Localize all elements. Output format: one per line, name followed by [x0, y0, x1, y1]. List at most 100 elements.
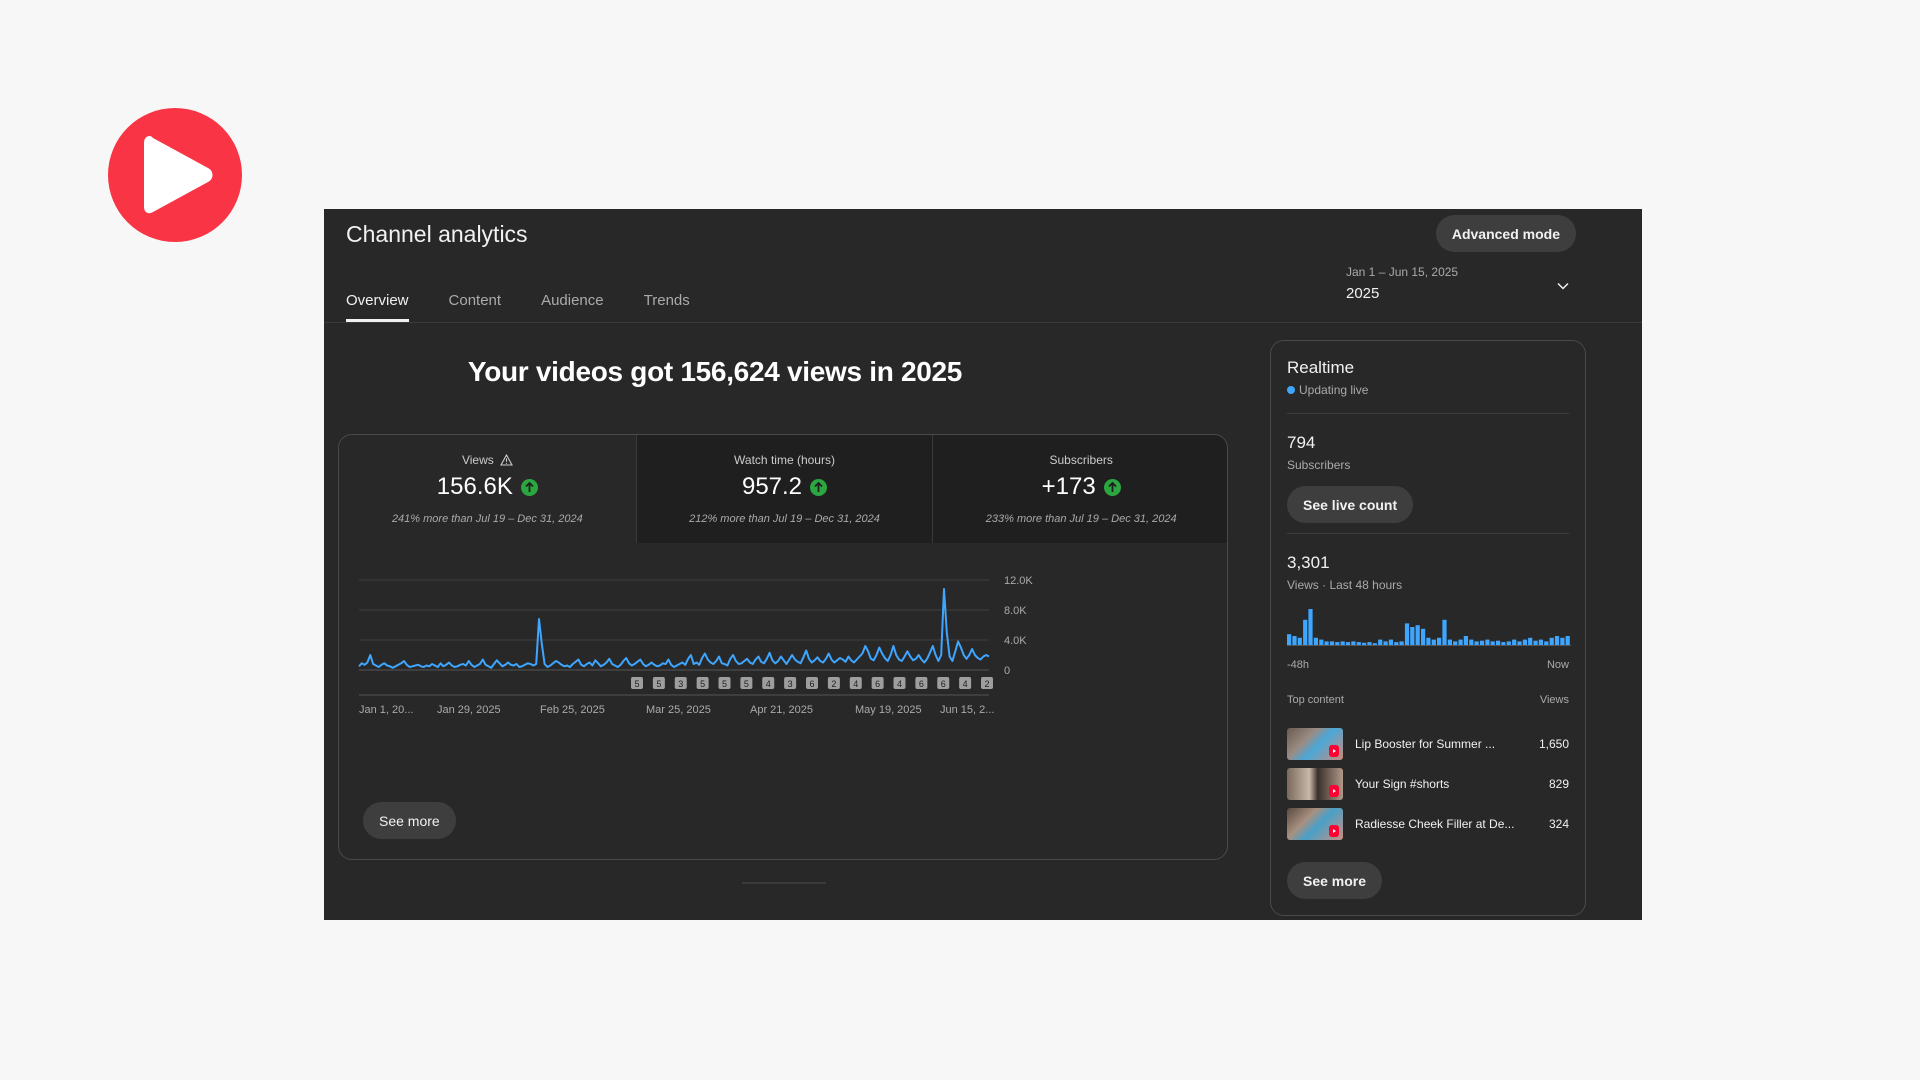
- realtime-bar: [1292, 636, 1297, 645]
- realtime-bar: [1324, 641, 1329, 645]
- realtime-bar: [1437, 637, 1442, 645]
- video-thumbnail: [1287, 728, 1343, 760]
- video-title: Your Sign #shorts: [1355, 777, 1450, 791]
- date-range-selector[interactable]: Jan 1 – Jun 15, 2025 2025: [1346, 265, 1576, 311]
- realtime-bar: [1517, 641, 1522, 645]
- realtime-bar: [1372, 643, 1377, 645]
- realtime-bar: [1308, 609, 1313, 645]
- views-column-label: Views: [1539, 694, 1569, 706]
- realtime-bar: [1421, 628, 1426, 645]
- x-tick-label: Jan 1, 20...: [359, 704, 413, 716]
- realtime-bar: [1378, 639, 1383, 645]
- realtime-bar: [1469, 639, 1474, 645]
- views-line-chart: 12.0K 8.0K 4.0K 0 5 5 3 5 5 5 4 3 6 2 4 6 4 6 6 4 2 Jan 1, 20…: [358, 575, 1033, 716]
- realtime-title: Realtime: [1287, 358, 1355, 377]
- video-published-marker: [827, 677, 840, 689]
- list-item[interactable]: Radiesse Cheek Filler at De... 324: [1287, 808, 1569, 840]
- shorts-icon: [1329, 825, 1339, 837]
- realtime-views-value: 3,301: [1287, 553, 1330, 572]
- video-published-marker: [740, 677, 753, 689]
- realtime-bar: [1345, 642, 1351, 645]
- arrow-up-circle-icon: [810, 478, 828, 496]
- realtime-bar: [1458, 639, 1463, 645]
- metric-value: 156.6K: [339, 473, 636, 501]
- realtime-subscribers-value: 794: [1287, 433, 1316, 452]
- realtime-bar: [1340, 641, 1345, 645]
- marker-count-label: 5: [700, 679, 705, 689]
- tab-overview[interactable]: Overview: [346, 281, 409, 322]
- video-published-marker: [849, 677, 862, 689]
- realtime-bar: [1512, 639, 1517, 645]
- marker-count-label: 4: [897, 679, 902, 689]
- realtime-bar: [1399, 641, 1404, 645]
- realtime-bar: [1362, 642, 1367, 645]
- shorts-icon: [1329, 745, 1339, 757]
- video-published-marker: [915, 677, 928, 689]
- see-more-button[interactable]: See more: [363, 802, 456, 839]
- tab-audience[interactable]: Audience: [541, 292, 604, 309]
- realtime-bar: [1319, 639, 1324, 645]
- x-tick-label: May 19, 2025: [855, 704, 922, 716]
- video-published-marker: [893, 677, 906, 689]
- advanced-mode-button[interactable]: Advanced mode: [1435, 215, 1576, 252]
- arrow-up-circle-icon: [1103, 478, 1121, 496]
- realtime-bar: [1528, 637, 1533, 645]
- page-title: Channel analytics: [346, 221, 528, 247]
- realtime-bar: [1404, 623, 1410, 645]
- metric-tab-watch-time[interactable]: Watch time (hours) 957.2 212% more than …: [635, 435, 933, 543]
- realtime-bar: [1554, 636, 1560, 645]
- realtime-bar: [1490, 641, 1495, 645]
- tab-trends[interactable]: Trends: [643, 292, 690, 309]
- list-item[interactable]: Lip Booster for Summer ... 1,650: [1287, 728, 1569, 760]
- realtime-bar: [1297, 637, 1302, 645]
- realtime-axis-start: -48h: [1287, 659, 1310, 671]
- realtime-bar: [1426, 637, 1431, 645]
- realtime-axis-end: Now: [1546, 659, 1569, 671]
- video-published-marker: [981, 677, 993, 689]
- video-published-marker: [762, 677, 775, 689]
- overview-chart-card: Views 156.6K 241% more than Jul 19 – Dec…: [338, 434, 1228, 860]
- video-published-marker: [806, 677, 818, 689]
- realtime-views-bar-chart: [1287, 609, 1571, 646]
- realtime-bar: [1351, 641, 1356, 645]
- x-tick-label: Mar 25, 2025: [646, 704, 711, 716]
- marker-count-label: 6: [941, 679, 946, 689]
- chevron-down-icon: [1557, 282, 1569, 290]
- y-tick-label: 0: [1004, 665, 1010, 677]
- metric-comparison: 241% more than Jul 19 – Dec 31, 2024: [391, 513, 583, 525]
- video-thumbnail: [1287, 768, 1343, 800]
- arrow-up-circle-icon: [520, 478, 538, 496]
- list-item[interactable]: Your Sign #shorts 829: [1287, 768, 1569, 800]
- metric-tab-views[interactable]: Views 156.6K 241% more than Jul 19 – Dec…: [339, 435, 636, 543]
- shorts-icon: [1329, 785, 1339, 797]
- tab-content[interactable]: Content: [448, 292, 502, 309]
- warning-icon: [499, 454, 513, 466]
- divider: [1287, 533, 1569, 534]
- x-tick-label: Jan 29, 2025: [437, 704, 501, 716]
- marker-count-label: 2: [984, 679, 989, 689]
- subscribers-value: +173: [1041, 473, 1096, 500]
- marker-count-label: 5: [656, 679, 661, 689]
- subscribers-label: Subscribers: [1049, 453, 1113, 467]
- tab-divider: [324, 322, 1642, 323]
- realtime-bar: [1538, 639, 1543, 645]
- top-content-list: Lip Booster for Summer ... 1,650 Your Si…: [1287, 728, 1569, 848]
- realtime-bar: [1533, 640, 1538, 645]
- realtime-bar: [1303, 619, 1308, 645]
- live-dot-icon: [1287, 386, 1295, 394]
- marker-count-label: 5: [722, 679, 727, 689]
- marker-count-label: 4: [766, 679, 771, 689]
- date-period-label: 2025: [1346, 285, 1380, 302]
- top-content-see-more-button[interactable]: See more: [1287, 862, 1383, 899]
- metric-tabs: Views 156.6K 241% more than Jul 19 – Dec…: [339, 435, 1227, 543]
- see-live-count-button[interactable]: See live count: [1287, 486, 1414, 523]
- video-views: 829: [1548, 777, 1569, 791]
- video-published-marker: [631, 677, 643, 689]
- watch-time-label: Watch time (hours): [734, 453, 835, 467]
- realtime-bar: [1383, 641, 1388, 645]
- marker-count-label: 3: [678, 679, 683, 689]
- realtime-bar: [1442, 619, 1447, 645]
- metric-value: +173: [933, 473, 1227, 501]
- metric-tab-subscribers[interactable]: Subscribers +173 233% more than Jul 19 –…: [932, 435, 1227, 543]
- youtube-play-logo-icon: [108, 108, 242, 242]
